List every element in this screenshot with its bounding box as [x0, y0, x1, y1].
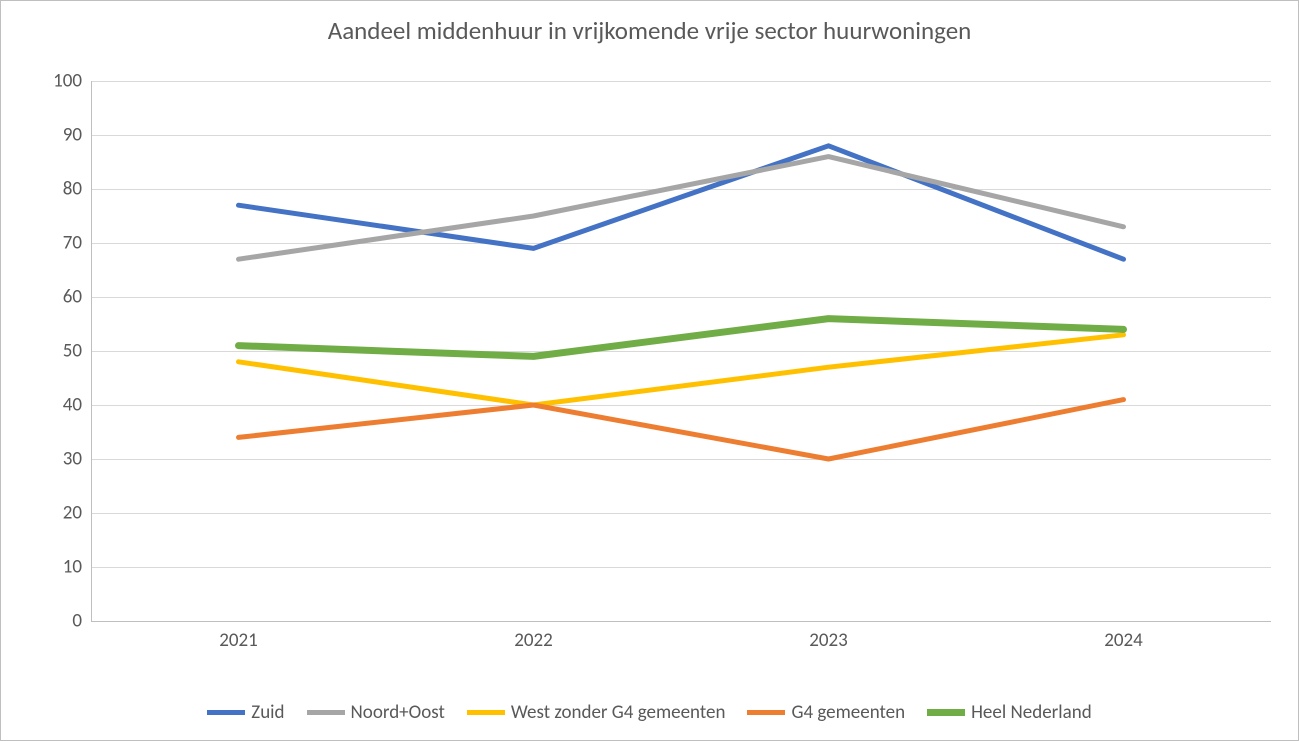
- series-lines: [91, 81, 1271, 621]
- x-tick-label: 2022: [514, 629, 553, 652]
- chart-title: Aandeel middenhuur in vrijkomende vrije …: [1, 15, 1298, 46]
- legend-swatch: [207, 710, 245, 715]
- legend: Zuid Noord+Oost West zonder G4 gemeenten G4…: [1, 701, 1298, 724]
- y-tick-label: 40: [63, 394, 82, 417]
- x-tick-label: 2023: [809, 629, 848, 652]
- legend-swatch: [927, 709, 965, 716]
- y-tick-label: 70: [63, 232, 82, 255]
- y-tick-label: 0: [72, 610, 82, 633]
- x-tick-label: 2021: [219, 629, 258, 652]
- legend-swatch: [467, 710, 505, 715]
- y-tick-label: 10: [63, 556, 82, 579]
- legend-label: Zuid: [251, 701, 284, 724]
- y-tick-label: 30: [63, 448, 82, 471]
- legend-item: Heel Nederland: [927, 701, 1092, 724]
- y-tick-label: 80: [63, 178, 82, 201]
- legend-item: G4 gemeenten: [747, 701, 905, 724]
- series-line: [239, 400, 1124, 459]
- legend-swatch: [307, 710, 345, 715]
- plot-area: [91, 81, 1271, 621]
- y-tick-label: 60: [63, 286, 82, 309]
- legend-label: Heel Nederland: [971, 701, 1092, 724]
- legend-label: G4 gemeenten: [791, 701, 905, 724]
- legend-label: West zonder G4 gemeenten: [511, 701, 726, 724]
- y-tick-label: 90: [63, 124, 82, 147]
- legend-item: West zonder G4 gemeenten: [467, 701, 726, 724]
- chart-container: Aandeel middenhuur in vrijkomende vrije …: [0, 0, 1299, 741]
- y-tick-label: 20: [63, 502, 82, 525]
- x-tick-label: 2024: [1104, 629, 1143, 652]
- legend-label: Noord+Oost: [351, 701, 445, 724]
- x-axis-line: [91, 621, 1271, 622]
- series-line: [239, 335, 1124, 405]
- y-tick-label: 100: [53, 70, 82, 93]
- y-tick-label: 50: [63, 340, 82, 363]
- legend-item: Noord+Oost: [307, 701, 445, 724]
- legend-item: Zuid: [207, 701, 284, 724]
- legend-swatch: [747, 710, 785, 715]
